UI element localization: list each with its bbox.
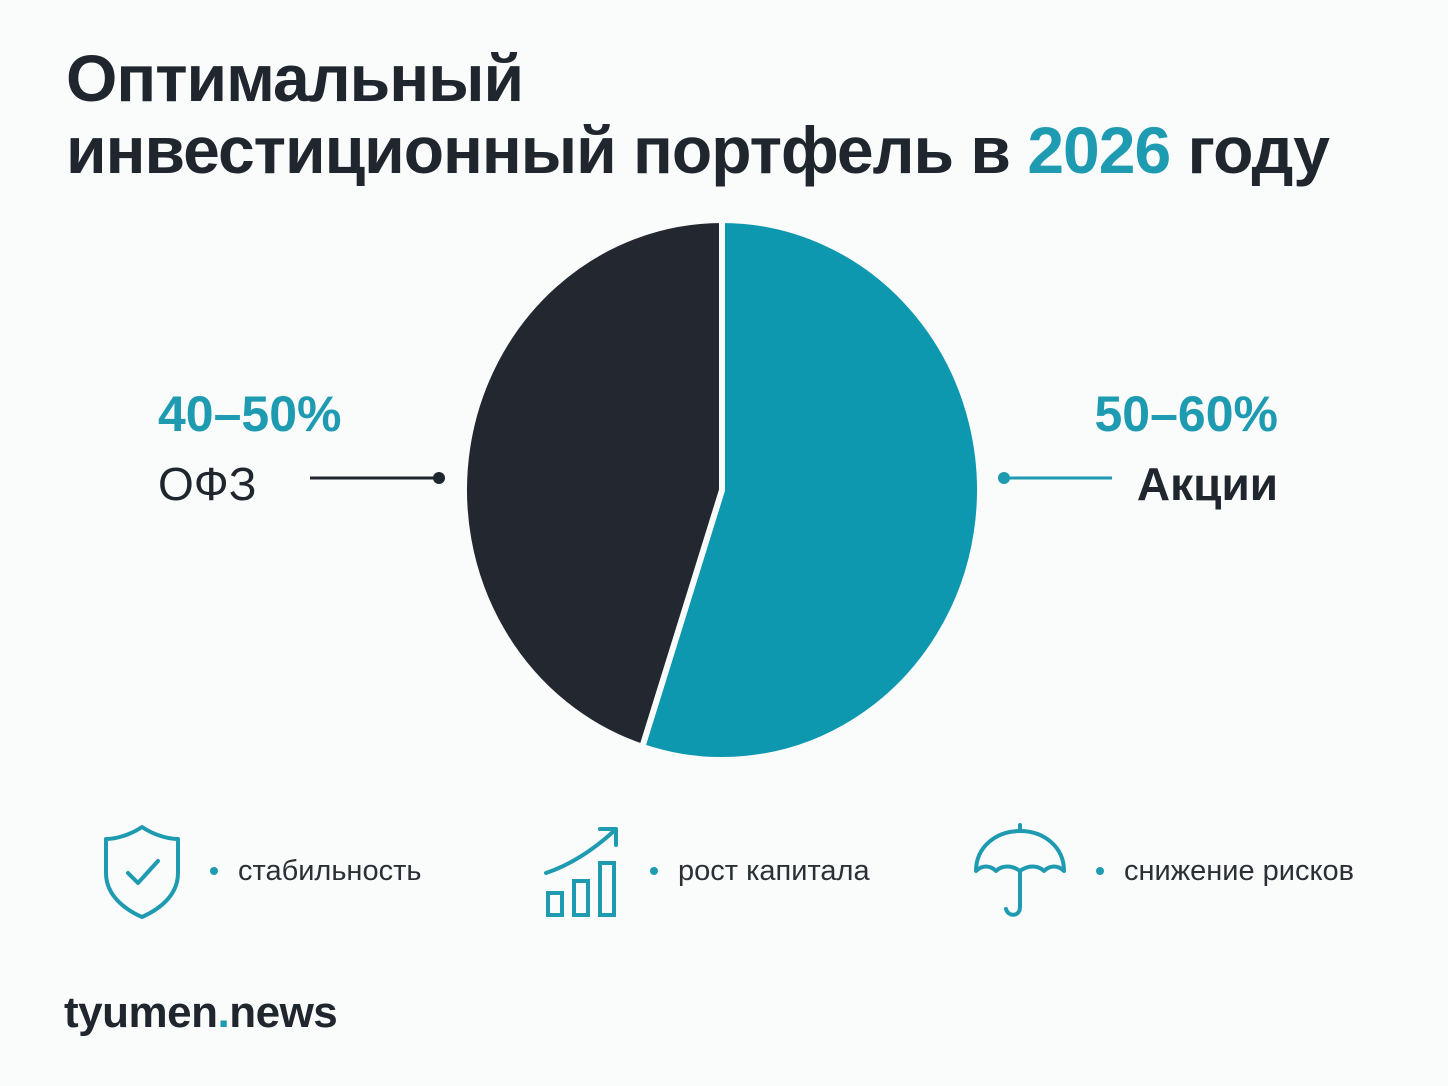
title-text-end: году bbox=[1170, 113, 1329, 187]
bullet-dot bbox=[650, 867, 658, 875]
title-line-1: Оптимальный bbox=[66, 41, 524, 115]
umbrella-icon bbox=[974, 823, 1066, 917]
title-year: 2026 bbox=[1027, 113, 1171, 187]
ofz-percent-label: 40–50% bbox=[158, 386, 342, 442]
bullet-dot bbox=[210, 867, 218, 875]
stocks-label: Акции bbox=[1136, 458, 1278, 510]
pie-chart bbox=[461, 217, 983, 763]
feature-growth: рост капитала bbox=[540, 816, 870, 926]
feature-label-risk: снижение рисков bbox=[1124, 854, 1355, 887]
brand-dot: . bbox=[217, 988, 230, 1037]
ofz-label: ОФЗ bbox=[158, 458, 257, 510]
feature-risk: снижение рисков bbox=[970, 816, 1354, 926]
brand-logo[interactable]: tyumen.news bbox=[64, 988, 338, 1038]
stocks-leader-line bbox=[998, 472, 1112, 484]
growth-chart-icon bbox=[544, 827, 618, 917]
title-text: инвестиционный портфель в bbox=[66, 113, 1028, 187]
brand-name: tyumen bbox=[64, 988, 218, 1037]
pie-slice-ofz bbox=[461, 217, 725, 750]
brand-domain: news bbox=[229, 988, 338, 1037]
feature-label-growth: рост капитала bbox=[678, 854, 870, 887]
feature-label-stability: стабильность bbox=[238, 854, 422, 887]
feature-stability: стабильность bbox=[100, 816, 421, 926]
page-title: Оптимальный инвестиционный портфель в 20… bbox=[66, 42, 1386, 186]
title-line-2: инвестиционный портфель в 2026 году bbox=[66, 114, 1386, 186]
ofz-leader-line bbox=[310, 472, 445, 484]
bullet-dot bbox=[1096, 867, 1104, 875]
stocks-percent-label: 50–60% bbox=[1094, 386, 1279, 442]
pie-slice-stocks bbox=[639, 217, 983, 763]
shield-check-icon bbox=[104, 825, 180, 919]
